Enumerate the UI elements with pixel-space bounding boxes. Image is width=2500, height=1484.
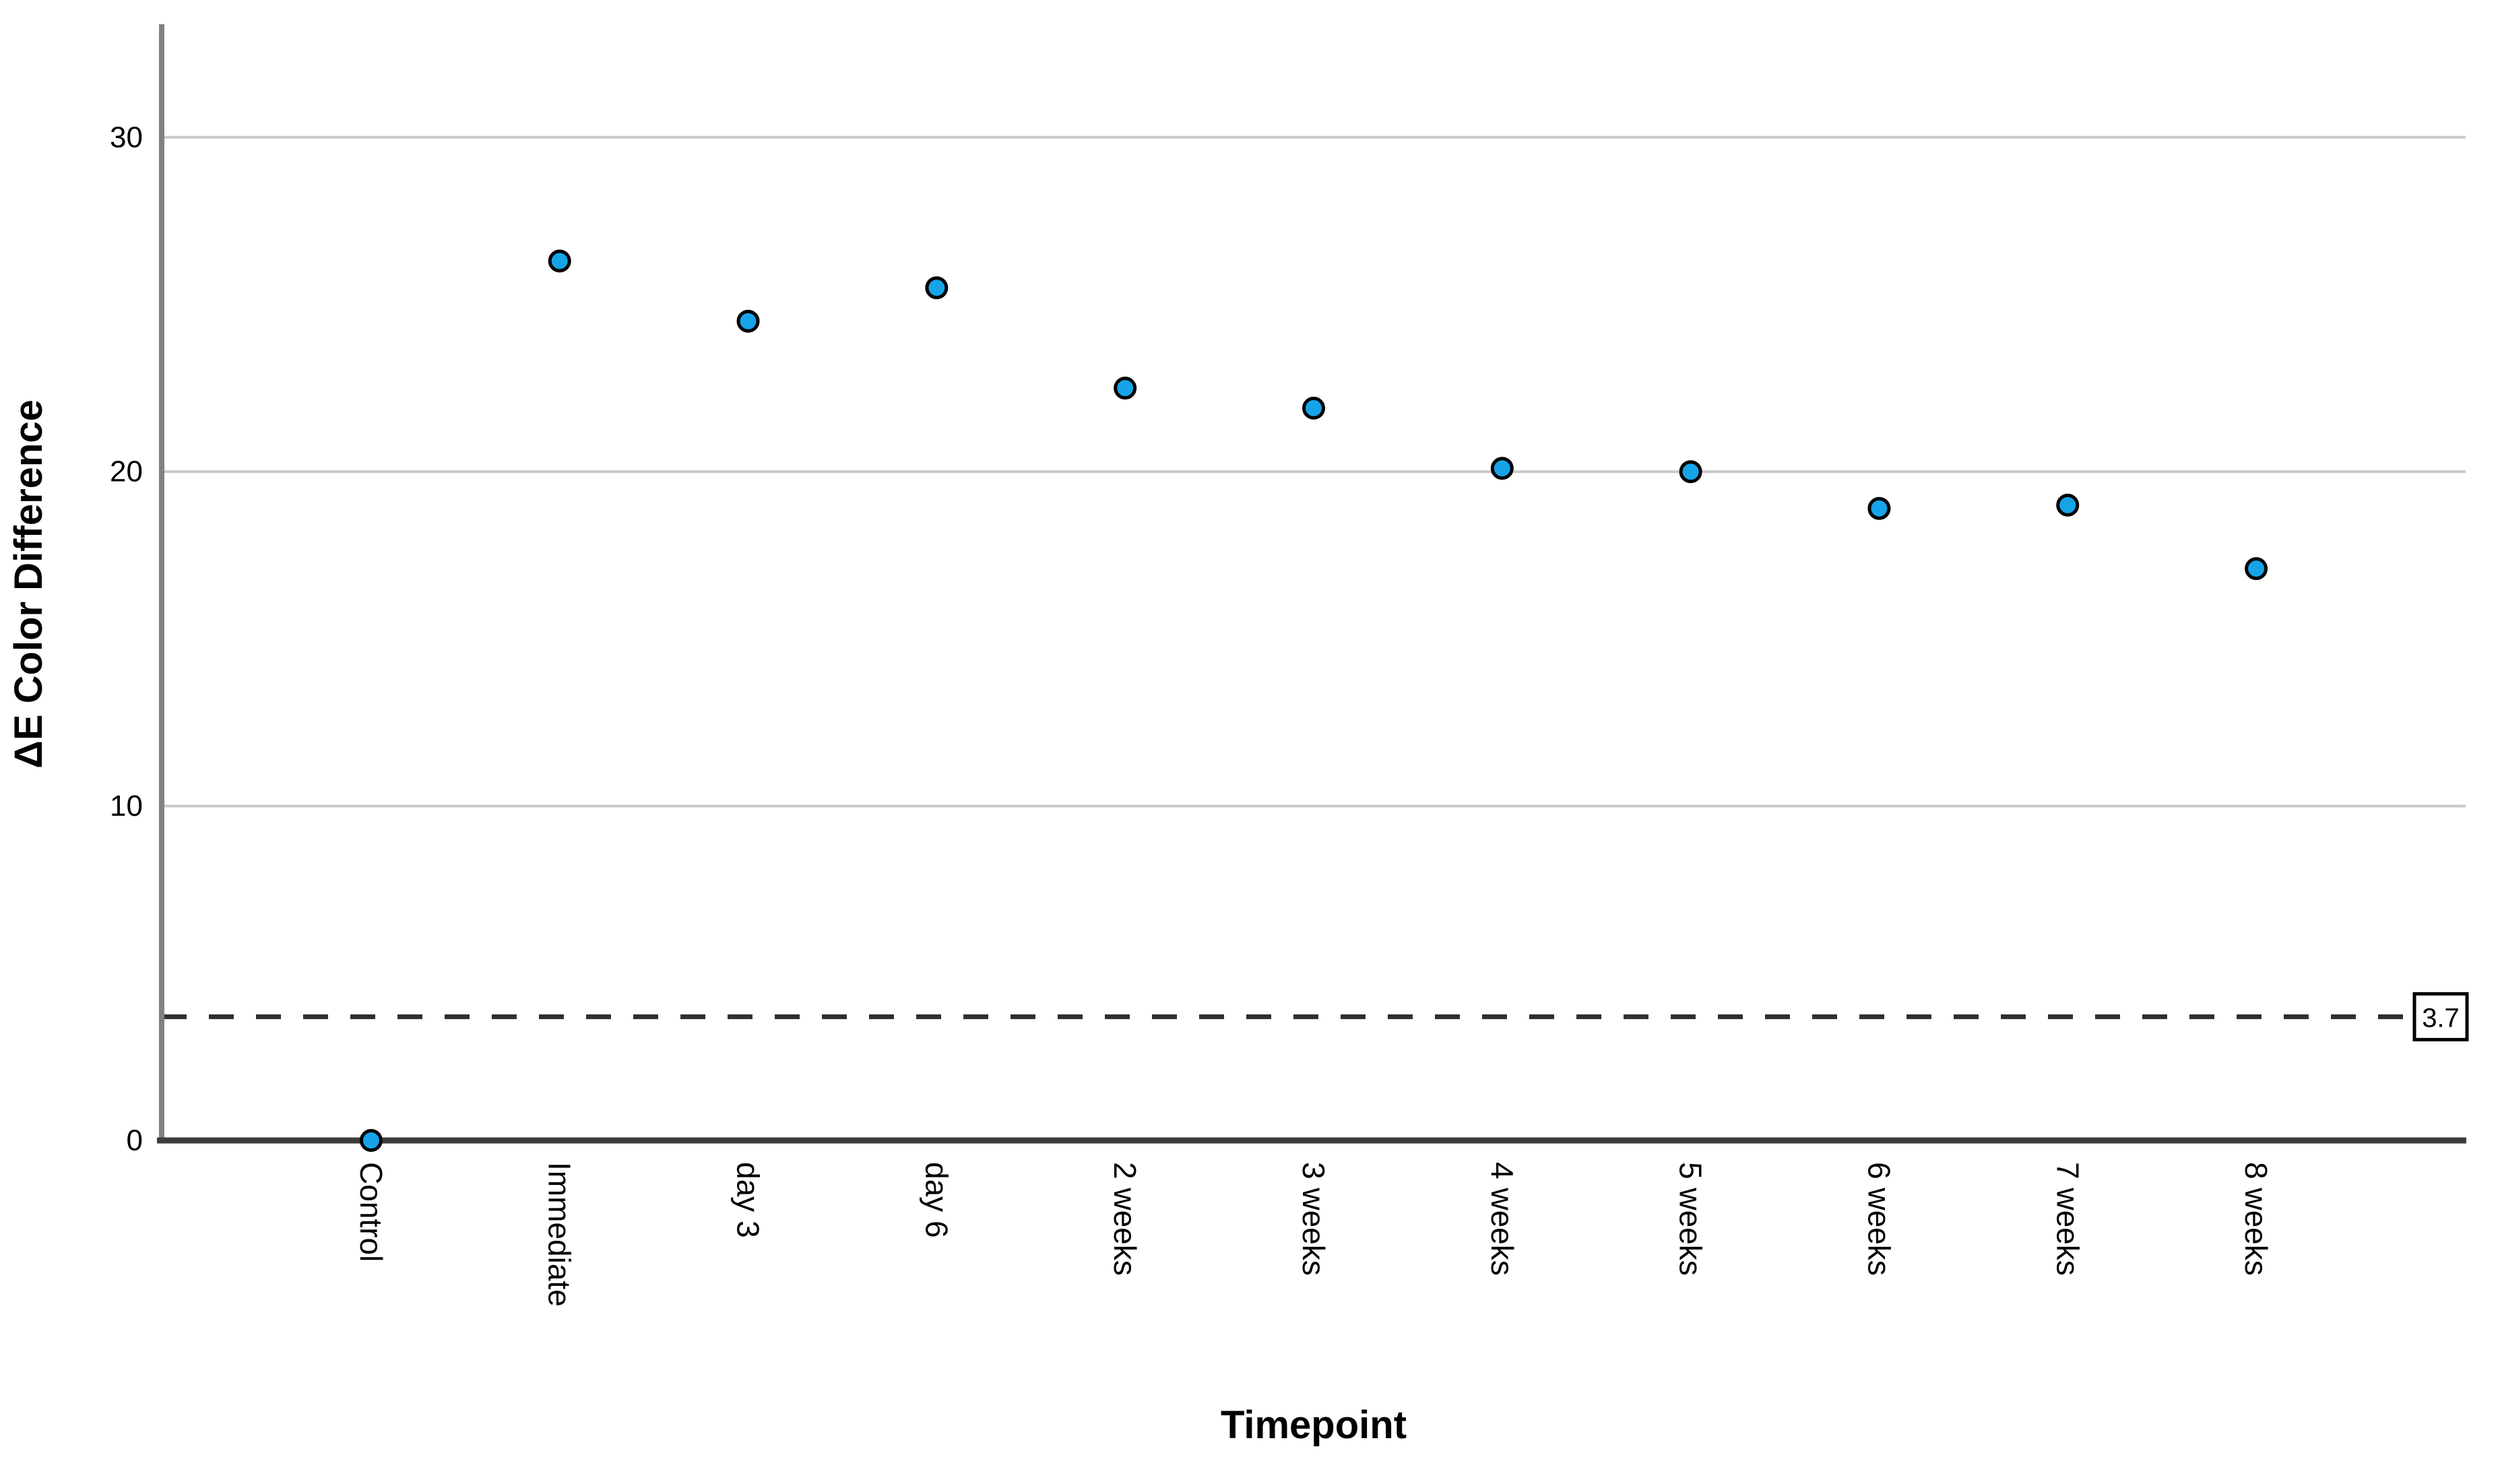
y-tick-labels-group: 0 10 20 30 [110,121,143,1157]
reference-label-box [2412,992,2469,1041]
data-point [359,1129,383,1152]
data-point [548,249,571,273]
data-point [1679,460,1702,484]
data-point [2245,557,2268,581]
x-tick-label: 5 weeks [1673,1162,1708,1276]
x-tick-label: 4 weeks [1485,1162,1520,1276]
x-tick-label: 3 weeks [1296,1162,1331,1276]
reference-label: 3.7 [2422,1003,2460,1033]
data-point [1867,496,1891,520]
x-axis-title: Timepoint [1221,1403,1407,1447]
x-tick-label: Immediate [542,1162,577,1307]
data-points-group [359,249,2268,1152]
y-tick-label: 0 [127,1124,143,1157]
data-point [1302,396,1325,420]
x-tick-label: day 6 [919,1162,954,1238]
x-tick-label: 6 weeks [1861,1162,1896,1276]
data-point [1114,377,1137,400]
x-tick-label: 8 weeks [2239,1162,2274,1276]
x-tick-label: Control [354,1162,389,1262]
data-point [925,276,949,300]
gridlines-group [162,135,2466,808]
x-tick-label: 7 weeks [2050,1162,2085,1276]
x-tick-label: day 3 [731,1162,766,1238]
data-point [1490,457,1514,480]
data-point [2056,493,2080,517]
y-tick-label: 30 [110,121,143,154]
y-tick-label: 20 [110,455,143,488]
data-point [736,309,760,333]
x-tick-label: 2 weeks [1108,1162,1143,1276]
y-axis-title: ΔE Color Difference [7,399,51,769]
y-tick-label: 10 [110,789,143,822]
x-tick-labels-group: Control Immediate day 3 day 6 2 weeks 3 weeks… [354,1162,2274,1307]
